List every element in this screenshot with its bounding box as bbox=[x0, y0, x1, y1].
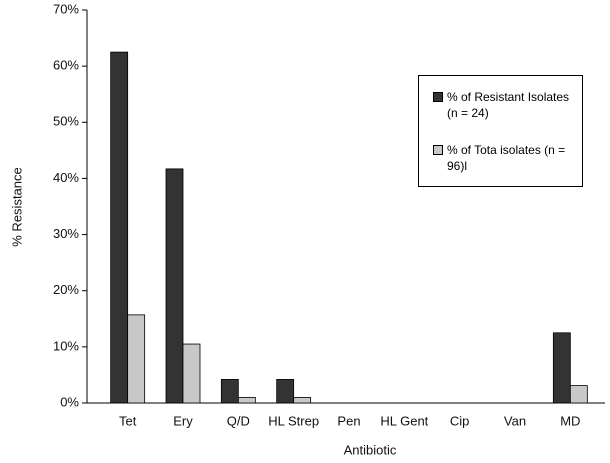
bar bbox=[293, 396, 312, 404]
x-axis-label: Antibiotic bbox=[344, 442, 397, 457]
bar bbox=[276, 379, 295, 404]
bar bbox=[165, 168, 184, 404]
y-tick-label: 0% bbox=[60, 394, 79, 409]
bar bbox=[552, 332, 571, 404]
y-tick-label: 20% bbox=[53, 282, 79, 297]
x-tick-label: MD bbox=[560, 413, 580, 428]
bar bbox=[127, 314, 146, 404]
bar bbox=[110, 51, 129, 404]
y-tick-label: 50% bbox=[53, 114, 79, 129]
y-tick-label: 70% bbox=[53, 1, 79, 16]
bar bbox=[237, 396, 256, 404]
bar bbox=[220, 379, 239, 404]
x-tick-label: Tet bbox=[119, 413, 137, 428]
legend-entry: % of Tota isolates (n = 96)l bbox=[433, 142, 573, 174]
legend-entry: % of Resistant Isolates (n = 24) bbox=[433, 89, 573, 121]
x-tick-label: Pen bbox=[337, 413, 360, 428]
x-tick-label: Q/D bbox=[227, 413, 250, 428]
x-tick-label: HL Gent bbox=[380, 413, 428, 428]
y-tick-label: 60% bbox=[53, 58, 79, 73]
legend-label: % of Resistant Isolates (n = 24) bbox=[447, 90, 570, 120]
x-tick-label: HL Strep bbox=[268, 413, 319, 428]
x-tick-label: Ery bbox=[173, 413, 193, 428]
bar bbox=[182, 343, 201, 404]
legend: % of Resistant Isolates (n = 24) % of Tot… bbox=[418, 75, 583, 187]
legend-label: % of Tota isolates (n = 96)l bbox=[447, 143, 566, 173]
y-tick-label: 30% bbox=[53, 226, 79, 241]
bar bbox=[569, 385, 588, 404]
legend-swatch bbox=[433, 145, 443, 155]
y-tick-label: 40% bbox=[53, 170, 79, 185]
y-axis-label: % Resistance bbox=[9, 167, 24, 246]
legend-swatch bbox=[433, 92, 443, 102]
x-tick-label: Van bbox=[504, 413, 526, 428]
x-tick-label: Cip bbox=[450, 413, 470, 428]
y-tick-label: 10% bbox=[53, 338, 79, 353]
